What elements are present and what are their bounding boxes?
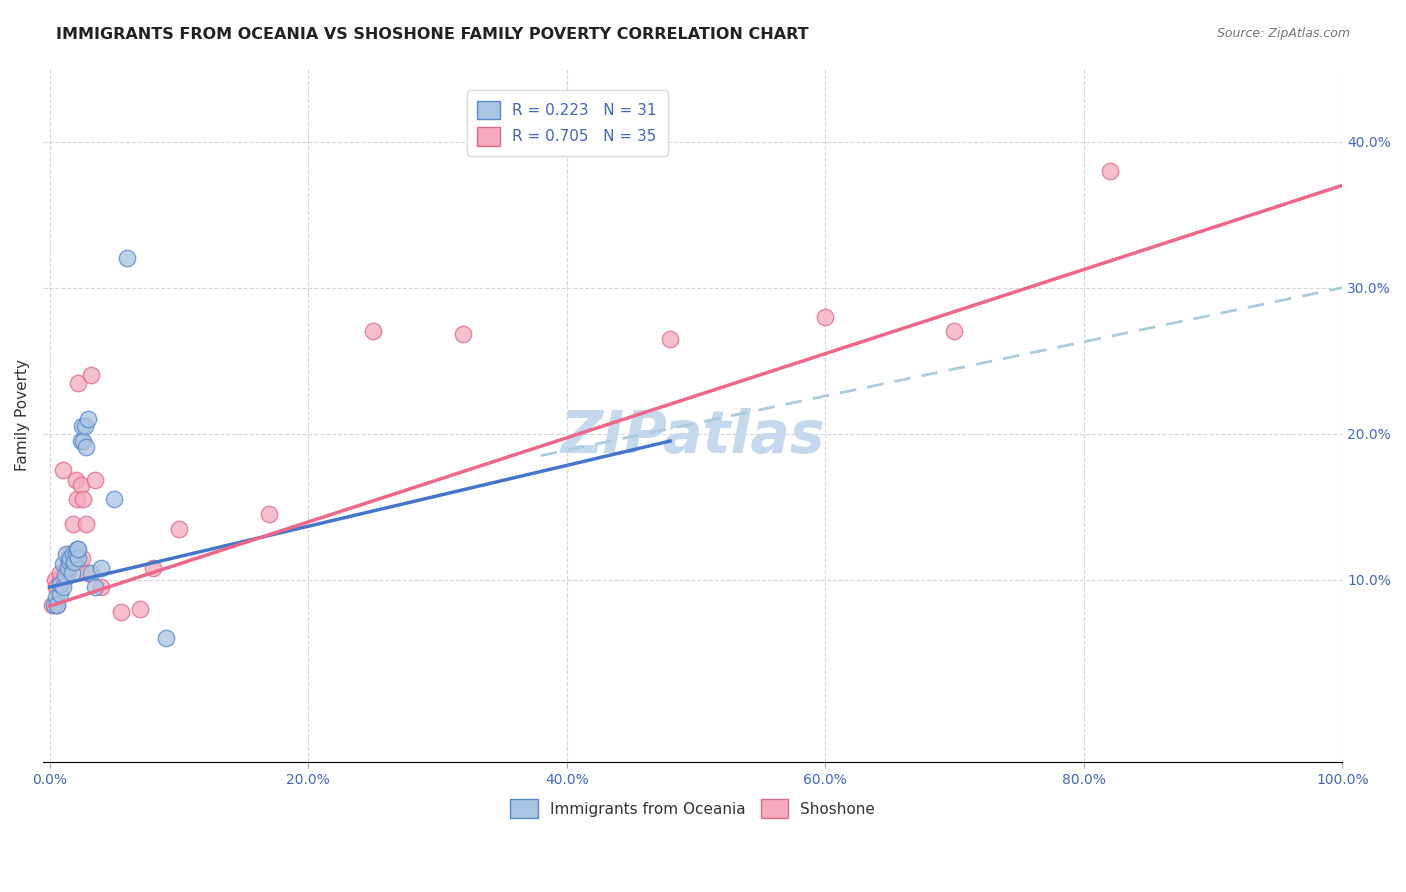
Point bbox=[65, 547, 87, 561]
Point bbox=[45, 580, 67, 594]
Point bbox=[69, 434, 91, 448]
Point bbox=[52, 463, 75, 477]
Point bbox=[55, 561, 77, 575]
Point bbox=[58, 554, 80, 568]
Legend: Immigrants from Oceania, Shoshone: Immigrants from Oceania, Shoshone bbox=[503, 793, 882, 824]
Point bbox=[90, 580, 112, 594]
Point bbox=[453, 327, 475, 342]
Text: ZIPatlas: ZIPatlas bbox=[561, 408, 825, 465]
Point bbox=[80, 368, 103, 383]
Point bbox=[44, 573, 66, 587]
Point bbox=[83, 580, 105, 594]
Point bbox=[115, 252, 138, 266]
Point bbox=[659, 332, 682, 346]
Point bbox=[46, 598, 69, 612]
Point bbox=[66, 542, 89, 557]
Point bbox=[103, 492, 125, 507]
Point bbox=[67, 550, 90, 565]
Point bbox=[52, 580, 75, 594]
Point bbox=[55, 547, 77, 561]
Point bbox=[155, 632, 177, 646]
Point bbox=[72, 434, 94, 448]
Point bbox=[110, 605, 132, 619]
Point bbox=[1098, 163, 1121, 178]
Point bbox=[65, 474, 87, 488]
Point bbox=[53, 568, 76, 582]
Point bbox=[52, 557, 75, 571]
Point bbox=[80, 566, 103, 580]
Point bbox=[814, 310, 837, 324]
Point bbox=[75, 440, 97, 454]
Point bbox=[69, 478, 91, 492]
Point bbox=[361, 325, 384, 339]
Point bbox=[67, 376, 90, 390]
Point bbox=[943, 325, 966, 339]
Point bbox=[49, 573, 72, 587]
Text: IMMIGRANTS FROM OCEANIA VS SHOSHONE FAMILY POVERTY CORRELATION CHART: IMMIGRANTS FROM OCEANIA VS SHOSHONE FAMI… bbox=[56, 27, 808, 42]
Point bbox=[49, 566, 72, 580]
Point bbox=[41, 598, 63, 612]
Point bbox=[129, 602, 152, 616]
Point bbox=[45, 591, 67, 605]
Point bbox=[59, 550, 82, 565]
Point bbox=[259, 507, 281, 521]
Point bbox=[167, 522, 190, 536]
Point bbox=[72, 492, 94, 507]
Point bbox=[58, 547, 80, 561]
Point bbox=[70, 550, 93, 565]
Point bbox=[142, 561, 165, 575]
Point bbox=[59, 550, 82, 565]
Point bbox=[66, 492, 89, 507]
Point bbox=[46, 598, 69, 612]
Point bbox=[90, 561, 112, 575]
Point bbox=[62, 547, 84, 561]
Point bbox=[52, 573, 75, 587]
Text: Source: ZipAtlas.com: Source: ZipAtlas.com bbox=[1216, 27, 1350, 40]
Point bbox=[67, 542, 90, 557]
Point bbox=[73, 419, 96, 434]
Point bbox=[70, 419, 93, 434]
Point bbox=[62, 517, 84, 532]
Point bbox=[83, 474, 105, 488]
Point bbox=[60, 566, 83, 580]
Point bbox=[56, 561, 79, 575]
Point bbox=[77, 566, 100, 580]
Point bbox=[77, 412, 100, 426]
Point bbox=[49, 577, 72, 591]
Point bbox=[63, 555, 86, 569]
Point bbox=[49, 587, 72, 601]
Y-axis label: Family Poverty: Family Poverty bbox=[15, 359, 30, 472]
Point bbox=[42, 598, 65, 612]
Point bbox=[75, 517, 97, 532]
Point bbox=[56, 566, 79, 580]
